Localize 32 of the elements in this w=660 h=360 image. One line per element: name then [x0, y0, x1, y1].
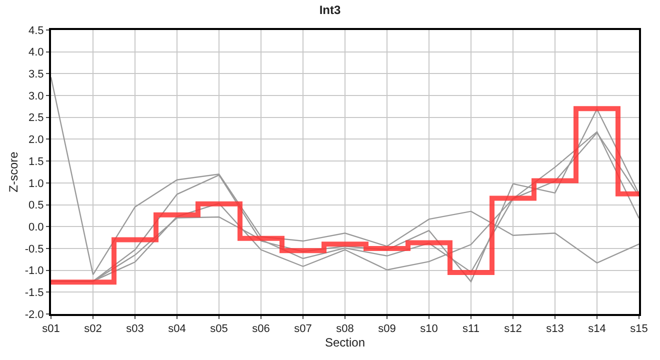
y-tick-label: 4.0	[28, 46, 44, 59]
x-tick-label: s10	[420, 323, 438, 336]
x-tick-label: s03	[126, 323, 144, 336]
x-tick-label: s15	[630, 323, 648, 336]
x-tick-label: s02	[84, 323, 102, 336]
x-tick-label: s07	[294, 323, 312, 336]
x-tick-label: s13	[546, 323, 564, 336]
y-tick-label: -1.0	[24, 265, 44, 278]
y-tick-label: -2.0	[24, 308, 44, 321]
y-tick-label: 0.0	[28, 221, 44, 234]
x-tick-label: s06	[252, 323, 270, 336]
y-tick-label: 3.5	[28, 68, 44, 81]
y-tick-label: 2.5	[28, 112, 44, 124]
y-tick-label: 1.5	[28, 156, 44, 168]
y-tick-label: 2.0	[28, 134, 44, 146]
y-tick-label: 0.5	[28, 200, 44, 212]
x-tick-label: s08	[336, 323, 354, 336]
x-tick-label: s14	[588, 323, 606, 336]
x-tick-label: s12	[504, 323, 522, 336]
y-axis-title: Z-score	[6, 151, 21, 192]
x-tick-label: s11	[462, 323, 480, 336]
x-tick-label: s09	[378, 323, 396, 336]
y-tick-label: 4.5	[28, 24, 44, 37]
chart-title: Int3	[319, 2, 341, 17]
y-tick-label: 1.0	[28, 178, 44, 190]
y-tick-label: -0.5	[24, 243, 44, 256]
x-tick-label: s05	[210, 323, 228, 336]
x-axis-title: Section	[324, 336, 366, 350]
x-tick-label: s04	[168, 323, 186, 336]
y-tick-label: -1.5	[24, 287, 44, 299]
y-tick-label: 3.0	[28, 90, 44, 102]
x-tick-label: s01	[42, 323, 60, 336]
